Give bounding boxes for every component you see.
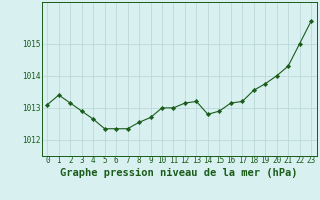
X-axis label: Graphe pression niveau de la mer (hPa): Graphe pression niveau de la mer (hPa) [60, 168, 298, 178]
